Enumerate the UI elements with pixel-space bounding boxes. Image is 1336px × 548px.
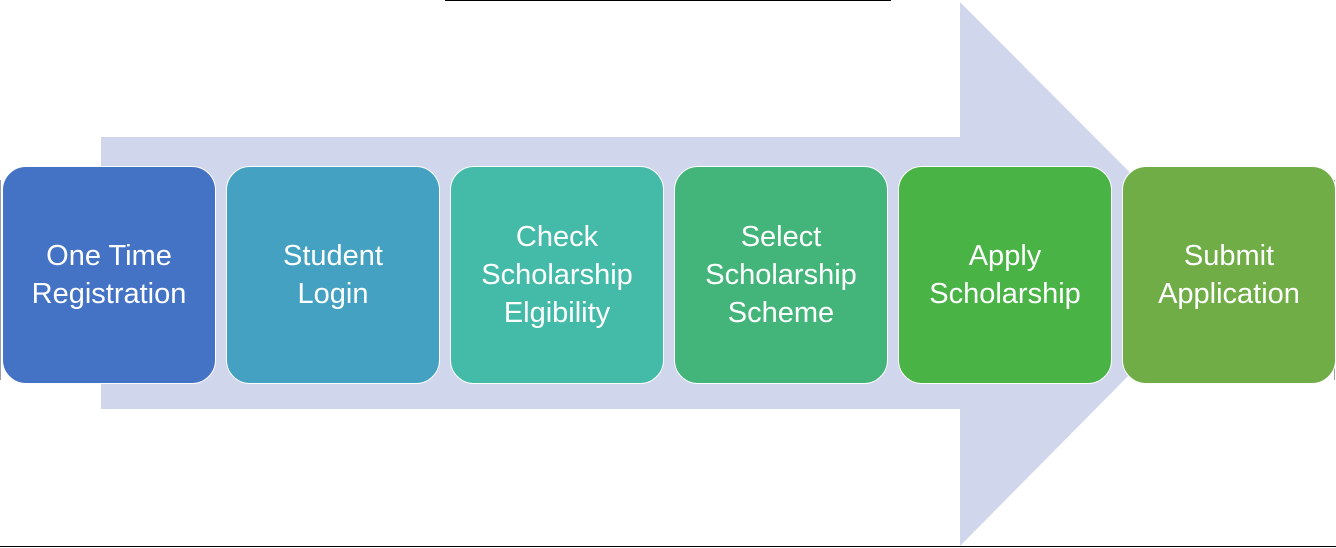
step-check-scholarship-eligibility: Check Scholarship Elgibility [450, 166, 664, 384]
step-label: Student Login [283, 240, 383, 310]
step-label: Check Scholarship Elgibility [481, 221, 633, 329]
step-label: One Time Registration [31, 240, 187, 310]
step-student-login: Student Login [226, 166, 440, 384]
step-label: Submit Application [1158, 240, 1300, 310]
step-one-time-registration: One Time Registration [2, 166, 216, 384]
step-label: Select Scholarship Scheme [705, 221, 857, 329]
step-apply-scholarship: Apply Scholarship [898, 166, 1112, 384]
bottom-border-line [0, 546, 1336, 547]
step-submit-application: Submit Application [1122, 166, 1336, 384]
step-label: Apply Scholarship [929, 240, 1081, 310]
top-border-line [445, 0, 891, 1]
process-arrow-shape [101, 2, 1230, 546]
left-border-line [0, 180, 1, 380]
step-select-scholarship-scheme: Select Scholarship Scheme [674, 166, 888, 384]
